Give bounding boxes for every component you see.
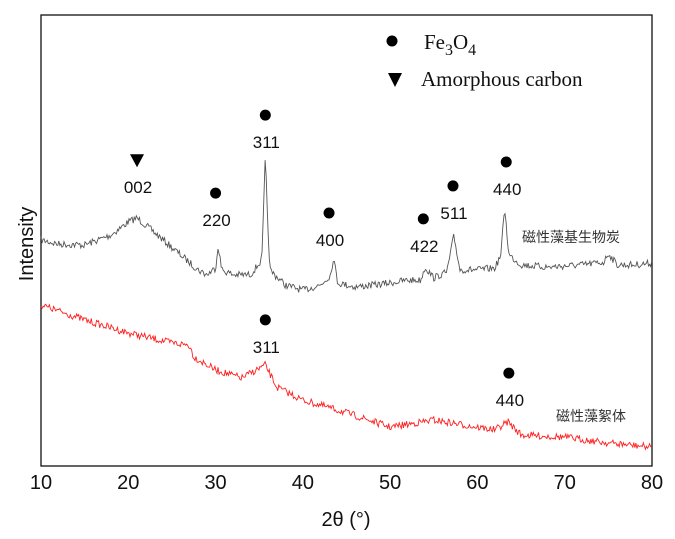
peak-marker-circle: [323, 207, 335, 219]
legend-circle-marker: [386, 35, 398, 47]
peak-label: 311: [253, 338, 280, 357]
peak-marker-circle: [210, 187, 222, 199]
series-label-floc: 磁性藻絮体: [556, 408, 626, 425]
legend: Fe3O4 Amorphous carbon: [386, 30, 583, 91]
peak-marker-circle: [447, 180, 459, 192]
peak-label: 400: [316, 231, 344, 250]
series-label-biochar: 磁性藻基生物炭: [522, 229, 620, 246]
series-line-0: [40, 160, 653, 293]
x-tick-label: 20: [117, 472, 139, 494]
y-axis-label: Intensity: [16, 207, 38, 281]
peak-label: 440: [496, 391, 524, 410]
x-tick-label: 70: [554, 472, 576, 494]
peak-label: 440: [493, 180, 521, 199]
peak-label: 422: [410, 237, 438, 256]
peak-label: 220: [202, 211, 230, 230]
peak-label: 511: [440, 204, 467, 223]
peak-marker-circle: [259, 314, 271, 326]
x-tick-label: 10: [30, 472, 52, 494]
x-tick-label: 80: [641, 472, 663, 494]
x-tick-label: 60: [466, 472, 488, 494]
x-axis-label: 2θ (°): [321, 509, 370, 531]
legend-fe3o4: Fe3O4: [424, 30, 476, 59]
peak-label: 002: [124, 178, 152, 197]
x-tick-label: 40: [292, 472, 314, 494]
peak-marker-circle: [503, 367, 515, 379]
peak-marker-circle: [417, 213, 429, 225]
x-tick-label: 30: [204, 472, 226, 494]
legend-triangle-marker: [388, 73, 402, 87]
plot-frame: [40, 14, 653, 467]
legend-amorphous-carbon: Amorphous carbon: [421, 67, 583, 91]
peak-label: 311: [253, 133, 280, 152]
peak-marker-circle: [259, 109, 271, 121]
peak-marker-triangle: [130, 154, 145, 168]
series-line-1: [40, 303, 652, 451]
peak-marker-circle: [500, 156, 512, 168]
x-tick-label: 50: [379, 472, 401, 494]
